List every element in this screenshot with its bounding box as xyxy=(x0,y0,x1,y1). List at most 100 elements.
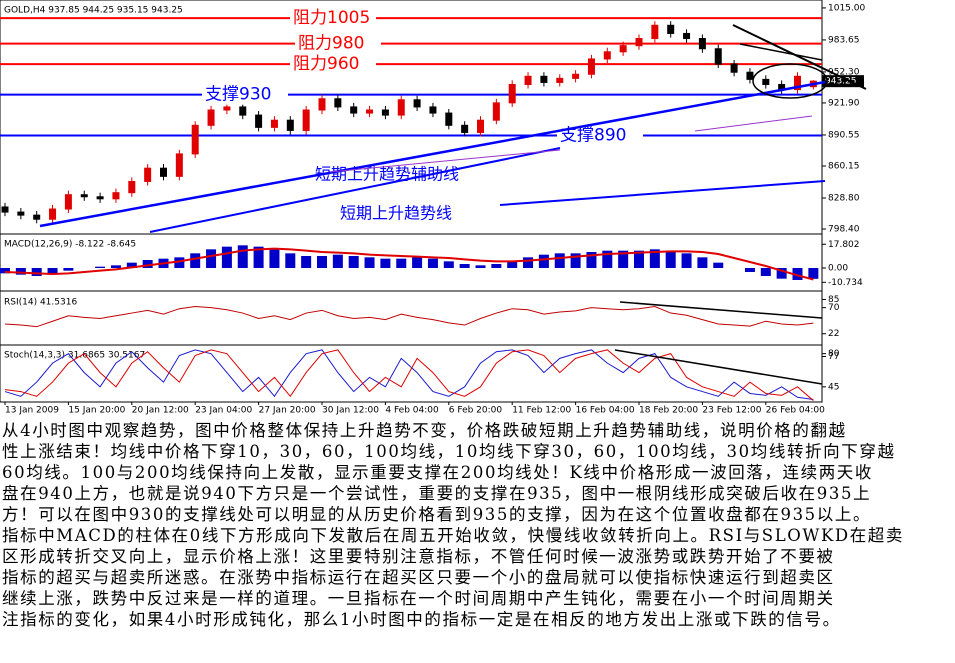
candle-body xyxy=(651,24,659,40)
text-line: 盘在940上方，也就是说940下方只是一个尝试性，重要的支撑在935，图中一根阴… xyxy=(2,484,872,503)
candle-body xyxy=(794,75,801,91)
trend-line xyxy=(149,147,561,233)
annotation: 短期上升趋势线 xyxy=(340,204,452,223)
x-tick-label: 13 Jan 2009 xyxy=(5,406,59,416)
x-tick-label: 4 Feb 04:00 xyxy=(385,406,439,416)
candle-body xyxy=(160,167,167,177)
candle-body xyxy=(635,38,643,47)
histogram-bar xyxy=(697,257,708,268)
y-tick-label: 983.65 xyxy=(828,35,860,45)
text-line: 60均线。100与200均线保持向上发散，显示重要支撑在200均线处！K线中价格… xyxy=(2,463,874,482)
trend-line xyxy=(39,80,826,228)
candle-body xyxy=(572,73,580,79)
histogram-bar xyxy=(348,256,359,268)
trend-line xyxy=(329,149,561,173)
candle-body xyxy=(17,211,25,216)
x-tick-label: 16 Feb 04:00 xyxy=(576,406,635,416)
histogram-bar xyxy=(760,268,771,276)
candle-body xyxy=(366,109,374,114)
y-tick-label: 952.30 xyxy=(828,67,860,77)
text-line: 从4小时图中观察趋势，图中价格整体保持上升趋势不变，价格跌破短期上升趋势辅助线，… xyxy=(2,421,847,440)
histogram-bar xyxy=(713,262,724,268)
label-bg xyxy=(202,84,288,105)
trend-line xyxy=(499,180,826,206)
histogram-bar xyxy=(475,265,486,268)
candle-body xyxy=(207,109,215,126)
candle-body xyxy=(683,32,691,40)
candle-body xyxy=(1,206,9,213)
histogram-bar xyxy=(142,260,153,268)
histogram-bar xyxy=(317,256,327,268)
candle-body xyxy=(33,214,41,220)
x-tick-label: 23 Feb 12:00 xyxy=(702,406,761,416)
text-line: 继续上涨，跌势中反过来是一样的道理。一旦指标在一个时间周期中产生钝化，需要在小一… xyxy=(2,589,835,608)
histogram-bar xyxy=(744,268,755,272)
x-tick-label: 6 Feb 20:00 xyxy=(449,406,503,416)
text-line: 方！可以在图中930的支撑线处可以明显的从历史价格看到935的支撑，因为在这个位… xyxy=(2,505,872,524)
candle-body xyxy=(429,106,437,114)
candle-body xyxy=(667,24,675,34)
candle-body xyxy=(144,167,152,182)
candle-body xyxy=(461,124,469,133)
y-tick-label: 860.15 xyxy=(828,161,860,171)
candle-body xyxy=(49,208,57,220)
x-tick-label: 18 Feb 20:00 xyxy=(639,406,698,416)
trend-line xyxy=(732,24,867,90)
histogram-bar xyxy=(618,250,629,268)
candle-body xyxy=(223,106,231,111)
candle-body xyxy=(302,109,310,131)
candle-body xyxy=(587,58,595,75)
histogram-bar xyxy=(396,258,407,268)
text-line: 注指标的变化，如果4小时形成钝化，那么1小时图中的指标一定是在相反的地方发出上涨… xyxy=(2,610,841,629)
x-tick-label: 15 Jan 20:00 xyxy=(68,406,125,416)
y-tick-label: -10.734 xyxy=(828,278,863,288)
histogram-bar xyxy=(570,253,581,268)
histogram-bar xyxy=(491,264,502,268)
histogram-bar xyxy=(237,245,248,268)
indicator-line xyxy=(4,349,814,401)
candle-body xyxy=(318,98,326,111)
y-tick-label: 798.40 xyxy=(828,225,860,235)
histogram-bar xyxy=(0,268,10,274)
y-tick-label: 70 xyxy=(828,303,840,313)
label-bg xyxy=(295,33,381,54)
trend-line xyxy=(614,349,823,385)
trend-line xyxy=(694,115,813,132)
candle-body xyxy=(540,75,548,83)
candle-body xyxy=(556,77,564,83)
candle-body xyxy=(239,106,247,116)
histogram-bar xyxy=(47,268,58,275)
histogram-bar xyxy=(412,257,423,268)
trend-line xyxy=(739,43,823,61)
indicator-line xyxy=(4,306,814,328)
candle-body xyxy=(477,119,484,133)
y-tick-label: 1015.00 xyxy=(828,3,865,13)
histogram-bar xyxy=(792,268,803,280)
y-tick-label: 85 xyxy=(828,295,839,305)
plot-frame xyxy=(0,0,823,403)
histogram-bar xyxy=(332,254,343,268)
histogram-bar xyxy=(538,254,549,268)
x-tick-label: 26 Feb 04:00 xyxy=(766,406,825,416)
text-line: 指标的超买与超卖所迷惑。在涨势中指标运行在超买区只要一个小的盘局就可以使指标快速… xyxy=(2,568,835,587)
candle-body xyxy=(508,83,516,104)
y-tick-label: 45 xyxy=(828,382,839,392)
histogram-bar xyxy=(443,261,454,268)
indicator-line xyxy=(4,349,814,400)
candle-body xyxy=(397,99,405,116)
histogram-bar xyxy=(507,261,518,268)
text-line: 区形成转折交叉向上，显示价格上涨！这里要特别注意指标，不管任何时候一波涨势或跌势… xyxy=(2,547,835,566)
histogram-bar xyxy=(190,253,201,268)
histogram-bar xyxy=(31,268,42,276)
candle-body xyxy=(64,194,72,210)
candle-body xyxy=(112,192,120,200)
histogram-bar xyxy=(269,249,280,268)
x-tick-label: 20 Jan 12:00 xyxy=(132,406,189,416)
chart: GOLD,H4 937.85 944.25 935.15 943.25 1015.… xyxy=(0,0,867,416)
candle-body xyxy=(255,114,263,128)
candle-body xyxy=(603,51,611,60)
histogram-bar xyxy=(174,257,185,268)
panel-title: MACD(12,26,9) -8.122 -8.645 xyxy=(4,240,136,250)
histogram-bar xyxy=(253,246,264,268)
candle-body xyxy=(714,48,722,65)
